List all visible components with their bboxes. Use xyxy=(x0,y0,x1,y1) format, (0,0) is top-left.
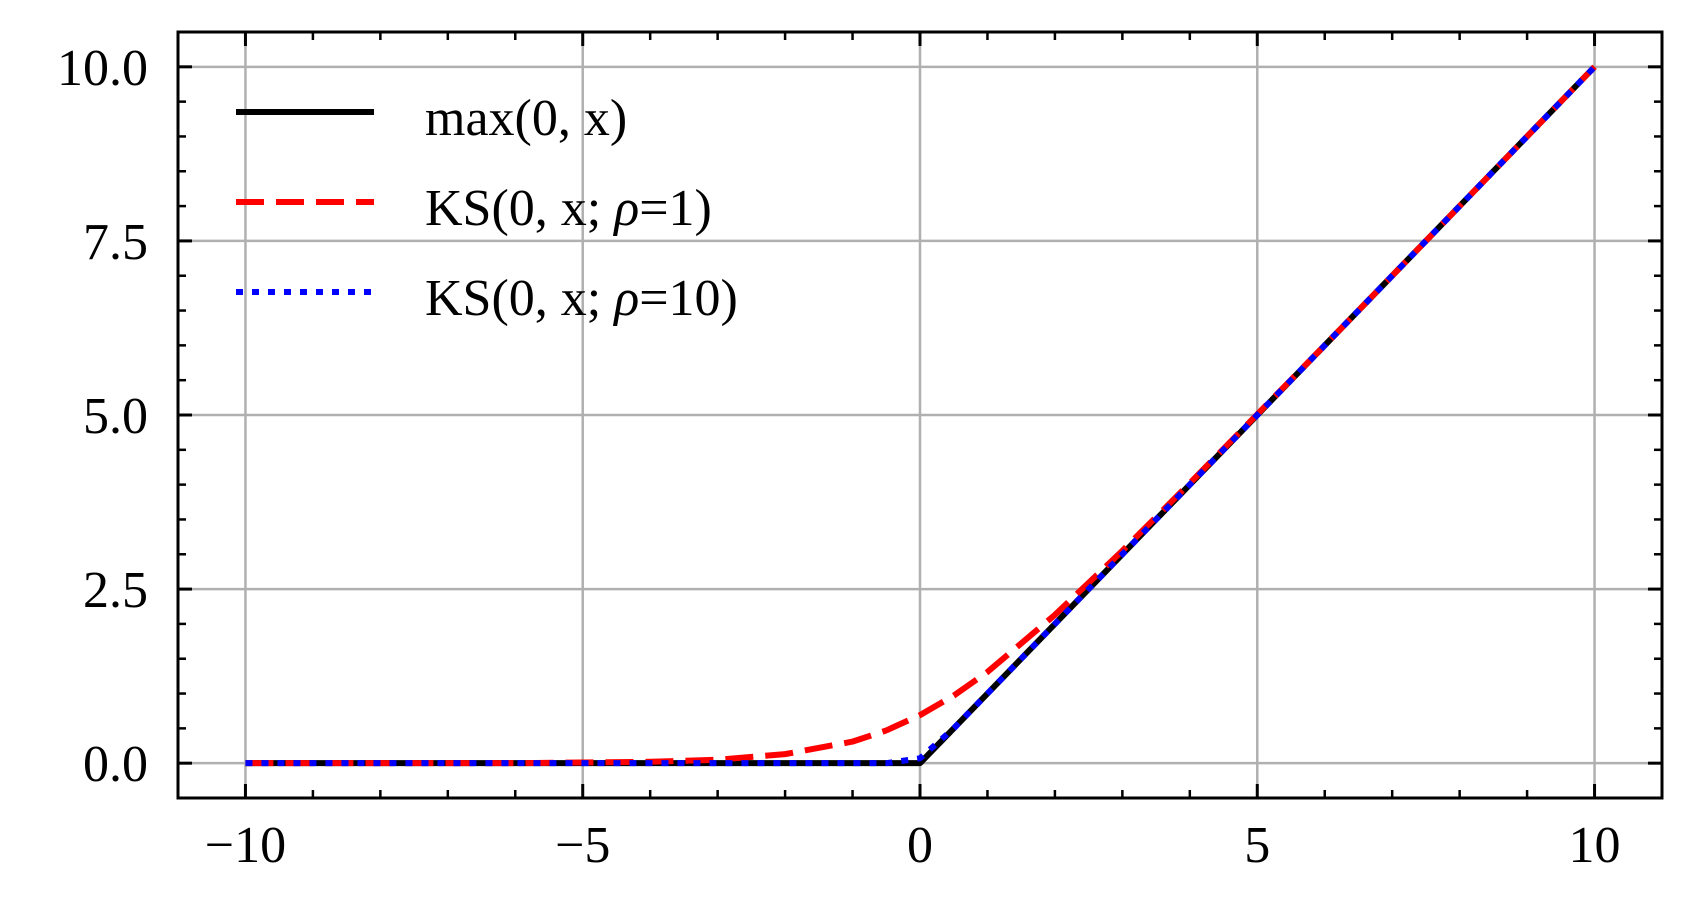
series-line-3 xyxy=(245,64,1597,767)
grid xyxy=(178,32,1662,798)
x-tick-label: −5 xyxy=(555,817,610,874)
legend-label-2: KS(0, x; ρ=1) xyxy=(425,180,712,237)
x-tick-label: 0 xyxy=(907,817,933,874)
plot-series xyxy=(245,64,1597,767)
axes: −10 −5 0 5 10 0.0 2.5 5.0 7.5 10.0 xyxy=(57,30,1664,874)
legend-label-3: KS(0, x; ρ=10) xyxy=(425,270,738,327)
x-tick-label: 10 xyxy=(1569,817,1621,874)
legend-label-1: max(0, x) xyxy=(425,90,627,147)
y-tick-label: 10.0 xyxy=(57,40,148,97)
series-line-2 xyxy=(245,64,1597,767)
legend: max(0, x) KS(0, x; ρ=1) KS(0, x; ρ=10) xyxy=(236,90,738,327)
x-tick-label: 5 xyxy=(1244,817,1270,874)
y-tick-label: 7.5 xyxy=(83,214,148,271)
x-tick-label: −10 xyxy=(205,817,286,874)
y-tick-label: 2.5 xyxy=(83,562,148,619)
y-tick-label: 5.0 xyxy=(83,388,148,445)
y-tick-label: 0.0 xyxy=(83,736,148,793)
